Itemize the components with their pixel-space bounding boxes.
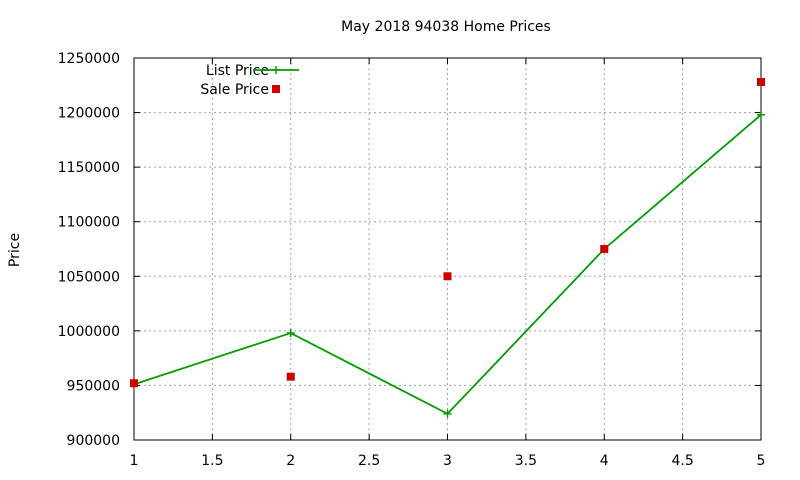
chart-title: May 2018 94038 Home Prices bbox=[341, 19, 551, 35]
x-tick-label: 1.5 bbox=[201, 453, 223, 469]
grid-lines bbox=[134, 58, 761, 440]
x-tick-label: 4 bbox=[600, 453, 609, 469]
y-tick-label: 950000 bbox=[67, 378, 120, 394]
data-point bbox=[286, 329, 295, 338]
x-tick-label: 3 bbox=[443, 453, 452, 469]
legend: List Price Sale Price bbox=[200, 63, 299, 98]
legend-label: Sale Price bbox=[200, 82, 269, 98]
x-tick-label: 2.5 bbox=[358, 453, 380, 469]
y-tick-label: 1150000 bbox=[58, 160, 120, 176]
y-tick-label: 1100000 bbox=[58, 215, 120, 231]
data-point bbox=[443, 272, 452, 281]
x-tick-label: 4.5 bbox=[671, 453, 693, 469]
y-tick-label: 1000000 bbox=[58, 324, 120, 340]
legend-marker bbox=[272, 85, 280, 93]
data-point bbox=[443, 409, 452, 418]
legend-marker bbox=[272, 66, 280, 74]
data-point bbox=[286, 372, 295, 381]
data-point bbox=[757, 110, 765, 119]
legend-entry: List Price bbox=[206, 63, 299, 79]
x-tick-label: 5 bbox=[757, 453, 766, 469]
y-tick-label: 900000 bbox=[67, 433, 120, 449]
y-axis-label: Price bbox=[7, 233, 23, 267]
x-tick-label: 2 bbox=[286, 453, 295, 469]
series-layer bbox=[130, 78, 765, 418]
legend-entry: Sale Price bbox=[200, 82, 280, 98]
data-point bbox=[600, 245, 609, 253]
legend-label: List Price bbox=[206, 63, 269, 79]
series-sale-price bbox=[130, 78, 765, 388]
data-point bbox=[130, 379, 138, 388]
y-tick-label: 1250000 bbox=[58, 51, 120, 67]
axis-ticks: 1 1.5 2 2.5 3 3.5 4 4.5 5 900000 950000 1000000 1050… bbox=[58, 51, 766, 469]
y-tick-label: 1200000 bbox=[58, 106, 120, 122]
data-point bbox=[757, 78, 765, 87]
x-tick-label: 3.5 bbox=[515, 453, 537, 469]
x-tick-label: 1 bbox=[130, 453, 139, 469]
y-tick-label: 1050000 bbox=[58, 269, 120, 285]
